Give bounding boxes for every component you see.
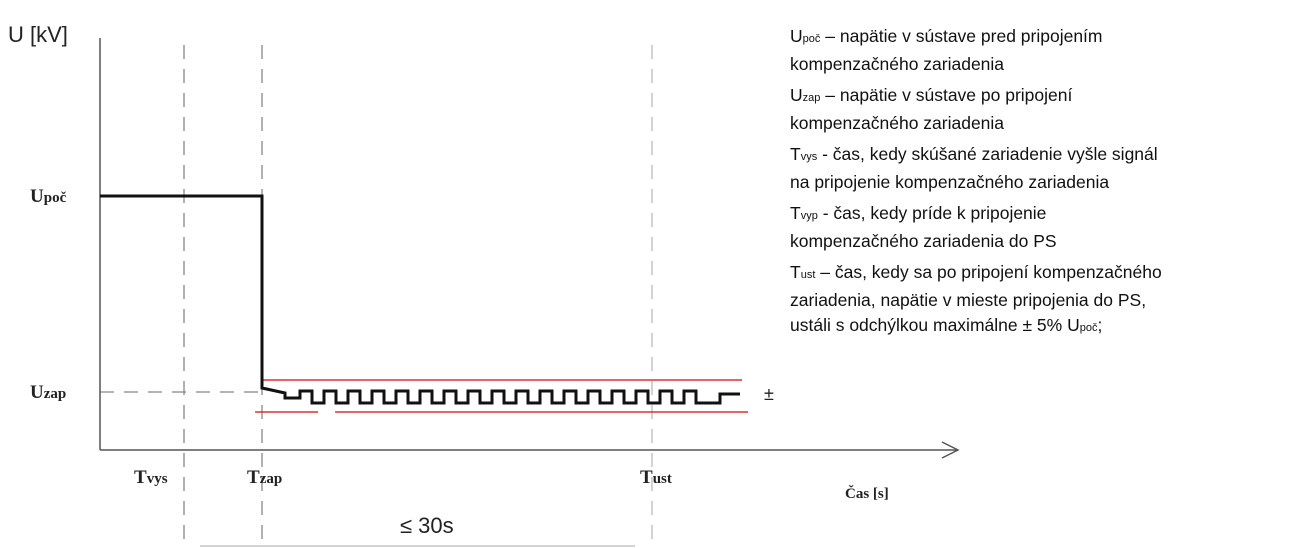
- legend-line: kompenzačného zariadenia: [790, 111, 1162, 136]
- axis-mark-label: Tust: [640, 467, 672, 488]
- axes: [99, 38, 960, 459]
- legend-text: - čas, kedy skúšané zariadenie vyšle sig…: [817, 144, 1158, 164]
- voltage-signal: [100, 194, 740, 405]
- label-sub: poč: [44, 190, 67, 206]
- subscript: ust: [800, 269, 816, 281]
- legend-text: ustáli s odchýlkou maximálne ± 5% U: [790, 315, 1080, 335]
- axis-mark-label: Uzap: [30, 382, 66, 403]
- legend-line: Tvys - čas, kedy skúšané zariadenie vyšl…: [790, 142, 1162, 170]
- legend-text: U: [790, 85, 803, 105]
- legend-line: Uzap – napätie v sústave po pripojení: [790, 83, 1162, 111]
- axis-mark-label: Tzap: [247, 467, 282, 488]
- legend-line: kompenzačného zariadenia: [790, 52, 1162, 77]
- label-main: U: [30, 382, 44, 403]
- label-sub: ust: [653, 471, 672, 487]
- arrow: [941, 441, 960, 459]
- legend-text: – čas, kedy sa po pripojení kompenzačnéh…: [815, 262, 1162, 282]
- legend-text: - čas, kedy príde k pripojenie: [817, 203, 1047, 223]
- legend-line: Tvyp - čas, kedy príde k pripojenie: [790, 201, 1162, 229]
- legend-item: Tvys - čas, kedy skúšané zariadenie vyšl…: [790, 142, 1162, 195]
- legend-text: T: [790, 262, 801, 282]
- label-main: T: [134, 467, 147, 488]
- legend-text: U: [790, 26, 803, 46]
- legend-text: kompenzačného zariadenia do PS: [790, 231, 1057, 251]
- subscript: poč: [1079, 322, 1098, 334]
- label-main: T: [640, 467, 653, 488]
- label-main: U: [30, 186, 44, 207]
- axis-mark-label: Upoč: [30, 186, 67, 207]
- legend-line: zariadenia, napätie v mieste pripojenia …: [790, 288, 1162, 313]
- guides: [100, 45, 653, 548]
- legend-line: ustáli s odchýlkou maximálne ± 5% Upoč;: [790, 313, 1162, 341]
- label-sub: zap: [260, 471, 283, 487]
- label-sub: vys: [147, 471, 168, 487]
- legend-item: Upoč – napätie v sústave pred pripojením…: [790, 24, 1162, 77]
- legend-text: na pripojenie kompenzačného zariadenia: [790, 172, 1110, 192]
- legend-text: zariadenia, napätie v mieste pripojenia …: [790, 290, 1147, 310]
- legend-item: Uzap – napätie v sústave po pripojení kom…: [790, 83, 1162, 136]
- label-main: T: [247, 467, 260, 488]
- subscript: vyp: [800, 210, 818, 222]
- legend-item: Tust – čas, kedy sa po pripojení kompenz…: [790, 260, 1162, 341]
- legend-text: kompenzačného zariadenia: [790, 54, 1005, 74]
- legend-line: kompenzačného zariadenia do PS: [790, 229, 1162, 254]
- legend: Upoč – napätie v sústave pred pripojením…: [790, 24, 1162, 347]
- subscript: zap: [802, 92, 821, 104]
- y-axis-label: U [kV]: [8, 22, 68, 47]
- subscript: poč: [802, 33, 821, 45]
- interval-label: ≤ 30s: [400, 513, 454, 538]
- x-axis-label: Čas [s]: [845, 485, 889, 502]
- legend-line: Tust – čas, kedy sa po pripojení kompenz…: [790, 260, 1162, 288]
- legend-line: na pripojenie kompenzačného zariadenia: [790, 170, 1162, 195]
- legend-item: Tvyp - čas, kedy príde k pripojenie kompe…: [790, 201, 1162, 254]
- legend-line: Upoč – napätie v sústave pred pripojením: [790, 24, 1162, 52]
- label-sub: zap: [44, 386, 67, 402]
- legend-text: – napätie v sústave po pripojení: [820, 85, 1073, 105]
- legend-text: T: [790, 144, 801, 164]
- legend-text: – napätie v sústave pred pripojením: [820, 26, 1103, 46]
- subscript: vys: [800, 151, 818, 163]
- legend-text: ;: [1097, 315, 1103, 335]
- tolerance-label: ±: [764, 384, 774, 404]
- axis-mark-label: Tvys: [134, 467, 168, 488]
- tolerance-band: [255, 379, 748, 413]
- legend-text: kompenzačného zariadenia: [790, 113, 1005, 133]
- legend-text: T: [790, 203, 801, 223]
